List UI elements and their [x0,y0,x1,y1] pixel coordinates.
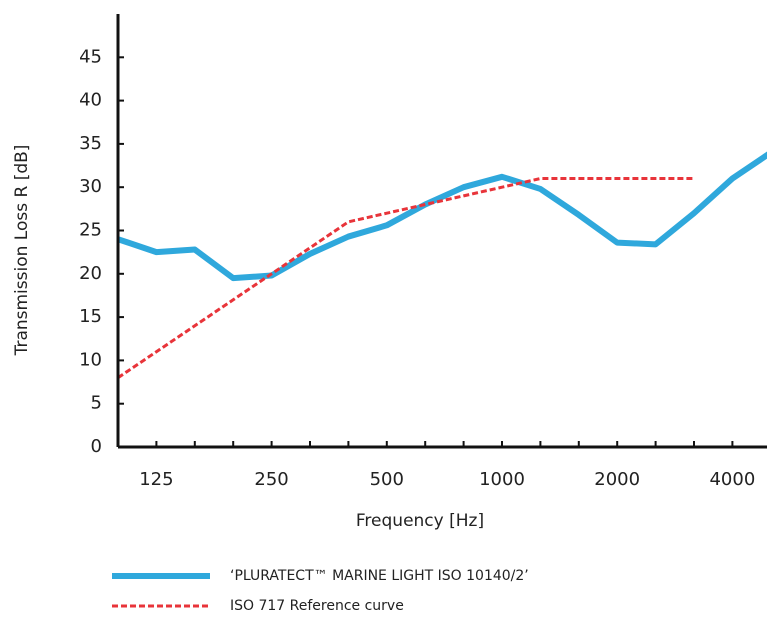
series-line [118,177,694,379]
x-tick-label: 2000 [594,469,640,490]
y-tick-label: 10 [79,349,102,370]
x-tick-label: 250 [254,469,288,490]
series-line [118,151,767,282]
legend-label: ‘PLURATECT™ MARINE LIGHT ISO 10140/2’ [230,568,529,584]
y-tick-label: 20 [79,263,102,284]
y-tick-label: 45 [79,46,102,67]
x-tick-label: 500 [370,469,404,490]
y-tick-label: 15 [79,306,102,327]
legend-label: ISO 717 Reference curve [230,598,404,614]
y-tick-label: 35 [79,133,102,154]
x-tick-label: 125 [139,469,173,490]
y-tick-label: 40 [79,90,102,111]
y-tick-label: 25 [79,220,102,241]
y-tick-label: 5 [91,393,102,414]
x-axis-label: Frequency [Hz] [356,511,484,531]
x-tick-label: 1000 [479,469,525,490]
y-tick-label: 30 [79,176,102,197]
x-tick-label: 4000 [709,469,755,490]
y-tick-label: 0 [91,436,102,457]
y-axis-label: Transmission Loss R [dB] [12,145,32,357]
